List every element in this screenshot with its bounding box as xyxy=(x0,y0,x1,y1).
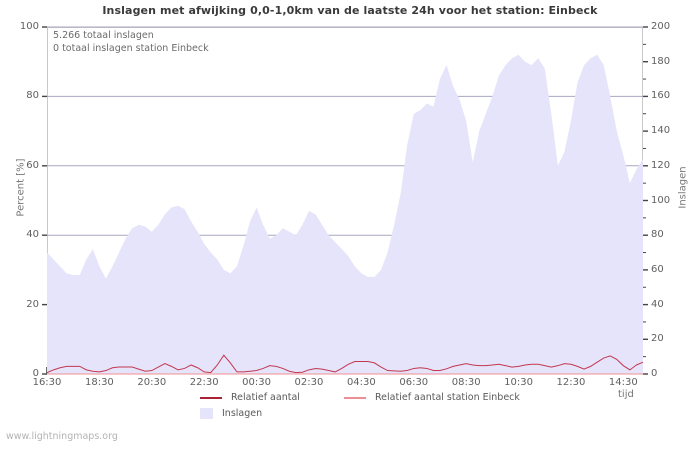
y-axis-left-tick: 20 xyxy=(26,298,39,310)
legend-label: Relatief aantal station Einbeck xyxy=(375,392,520,403)
x-axis-tick: 02:30 xyxy=(294,377,324,388)
y-axis-right-tick: 60 xyxy=(651,263,664,275)
y-axis-right-tick: 120 xyxy=(651,159,671,171)
y-axis-right-tick: 160 xyxy=(651,90,671,102)
x-axis-tick: 14:30 xyxy=(608,377,638,388)
legend-item-relatief-aantal-station: Relatief aantal station Einbeck xyxy=(344,392,520,403)
x-axis-label: tijd xyxy=(618,389,634,400)
y-axis-left-tick: 80 xyxy=(26,90,39,102)
y-axis-right-tick: 40 xyxy=(651,298,664,310)
x-axis-tick: 06:30 xyxy=(399,377,429,388)
y-axis-right-tick: 20 xyxy=(651,333,664,345)
x-axis-tick: 18:30 xyxy=(84,377,114,388)
chart-title: Inslagen met afwijking 0,0-1,0km van de … xyxy=(102,4,598,17)
x-axis-tick: 04:30 xyxy=(346,377,376,388)
y-axis-right-tick: 0 xyxy=(651,368,658,379)
x-axis-tick: 10:30 xyxy=(504,377,533,388)
x-axis-tick: 20:30 xyxy=(137,377,167,388)
y-axis-right-tick: 80 xyxy=(651,229,664,241)
y-axis-left-tick: 40 xyxy=(26,229,39,241)
y-axis-left-label: Percent [%] xyxy=(15,158,27,217)
y-axis-left-tick: 0 xyxy=(32,368,39,379)
x-axis-tick: 08:30 xyxy=(451,377,481,388)
y-axis-left-tick: 60 xyxy=(26,159,39,171)
y-axis-right-tick: 200 xyxy=(651,21,671,32)
footer-attribution: www.lightningmaps.org xyxy=(6,431,118,442)
legend-label: Inslagen xyxy=(222,408,263,419)
legend-item-relatief-aantal: Relatief aantal xyxy=(200,392,300,403)
legend-item-inslagen: Inslagen xyxy=(200,408,262,419)
y-axis-right-tick: 180 xyxy=(651,55,671,67)
x-axis-tick: 16:30 xyxy=(32,377,62,388)
x-axis-tick: 12:30 xyxy=(556,377,586,388)
legend-label: Relatief aantal xyxy=(231,392,300,403)
plot-area xyxy=(47,27,643,374)
x-axis-tick: 22:30 xyxy=(189,377,219,388)
y-axis-right-tick: 100 xyxy=(651,194,671,206)
y-axis-right-label: Inslagen xyxy=(677,166,689,209)
legend-line-swatch-icon xyxy=(344,396,366,399)
y-axis-left-tick: 100 xyxy=(19,21,39,32)
y-axis-right-tick: 140 xyxy=(651,125,671,137)
x-axis-tick: 00:30 xyxy=(242,377,271,388)
legend-area-swatch-icon xyxy=(200,408,213,419)
legend-line-swatch-icon xyxy=(200,396,222,399)
